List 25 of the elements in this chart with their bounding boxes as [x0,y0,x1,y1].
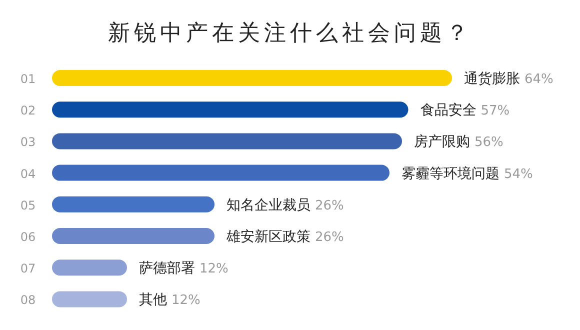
data-label: 萨德部署 12% [139,260,228,277]
data-label: 知名企业裁员 26% [226,197,344,214]
bar [52,228,214,244]
data-label: 雾霾等环境问题 54% [402,166,533,182]
y-tick-label: 05 [20,198,36,212]
y-tick-label: 03 [20,135,36,150]
bar [52,70,452,86]
chart-title: 新锐中产在关注什么社会问题？ [108,21,472,46]
y-tick-label: 08 [20,293,36,308]
y-tick-label: 06 [20,230,36,244]
data-label: 其他 12% [139,292,200,308]
bar [52,291,127,308]
data-label: 食品安全 57% [420,102,510,119]
data-label: 通货膨胀 64% [464,71,554,87]
bar [52,102,408,118]
y-tick-label: 04 [20,166,36,181]
data-label: 雄安新区政策 26% [226,229,344,245]
y-tick-label: 01 [20,72,36,86]
bar [52,196,214,212]
bar [52,260,127,276]
bar [52,133,402,150]
data-label: 房产限购 56% [414,134,504,150]
y-tick-label: 07 [20,262,36,276]
bar [52,164,390,181]
y-tick-label: 02 [20,104,36,118]
